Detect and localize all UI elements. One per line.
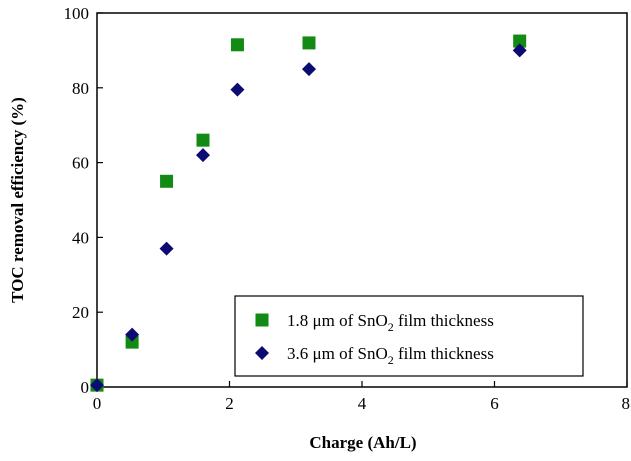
data-point-square	[302, 36, 316, 50]
legend-marker-2	[255, 346, 269, 360]
y-tick-label: 0	[81, 378, 90, 397]
x-tick-label: 2	[225, 394, 234, 413]
legend-label-2: 3.6 μm of SnO2 film thickness	[287, 344, 494, 367]
data-point-square	[230, 38, 244, 52]
y-tick-label: 80	[72, 79, 89, 98]
x-axis-title: Charge (Ah/L)	[309, 433, 416, 452]
data-point-diamond	[159, 241, 174, 256]
y-axis-title: TOC removal efficiency (%)	[8, 97, 27, 303]
data-point-diamond	[196, 148, 210, 163]
data-point-square	[196, 133, 210, 147]
data-point-diamond	[302, 62, 316, 77]
legend: 1.8 μm of SnO2 film thickness 3.6 μm of S…	[234, 295, 584, 377]
data-point-diamond	[90, 378, 104, 393]
data-points	[90, 34, 527, 393]
series-2	[90, 43, 527, 393]
y-tick-label: 20	[72, 303, 89, 322]
legend-label-1: 1.8 μm of SnO2 film thickness	[287, 311, 494, 334]
x-tick-label: 0	[93, 394, 102, 413]
data-point-diamond	[125, 327, 140, 342]
data-point-square	[125, 335, 139, 349]
data-point-diamond	[512, 43, 527, 58]
x-tick-label: 4	[358, 394, 367, 413]
data-point-diamond	[230, 82, 245, 97]
data-point-square	[513, 34, 527, 48]
data-point-square	[160, 174, 174, 188]
x-axis-ticks: 0 2 4 6 8	[93, 381, 630, 413]
legend-box	[234, 295, 584, 377]
y-tick-label: 100	[64, 4, 90, 23]
x-tick-label: 6	[490, 394, 499, 413]
x-tick-label: 8	[622, 394, 631, 413]
legend-marker-1	[255, 313, 269, 327]
y-tick-label: 40	[72, 228, 89, 247]
plot-area-frame	[96, 12, 628, 388]
y-tick-label: 60	[72, 154, 89, 173]
